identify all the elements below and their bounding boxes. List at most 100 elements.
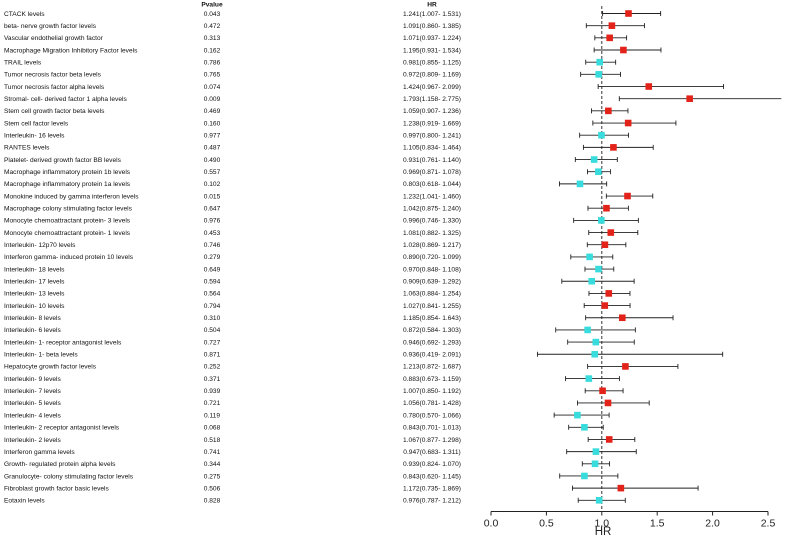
hr-point [604, 399, 612, 407]
row-label: Stromal- cell- derived factor 1 alpha le… [4, 96, 127, 103]
row-hr-ci: 0.939(0.824- 1.070) [403, 461, 461, 468]
row-label: Interleukin- 6 levels [4, 327, 62, 334]
row-label: Monocyte chemoattractant protein- 1 leve… [4, 230, 131, 237]
row-label: Fibroblast growth factor basic levels [4, 485, 110, 492]
row-label: Monokine induced by gamma interferon lev… [4, 193, 139, 200]
row-label: Interleukin- 18 levels [4, 266, 65, 273]
hr-point [576, 180, 584, 188]
row-label: Platelet- derived growth factor BB level… [4, 157, 122, 164]
row-hr-ci: 1.063(0.884- 1.254) [403, 291, 461, 298]
row-pvalue: 0.371 [204, 376, 221, 383]
row-label: Interleukin- 10 levels [4, 303, 65, 310]
hr-point [598, 217, 605, 224]
row-pvalue: 0.009 [204, 96, 221, 103]
row-pvalue: 0.074 [204, 84, 221, 91]
row-hr-ci: 1.185(0.854- 1.643) [403, 315, 461, 322]
hr-point [624, 192, 631, 200]
hr-point [598, 131, 605, 139]
row-hr-ci: 1.424(0.967- 2.099) [403, 84, 461, 91]
hr-point [624, 119, 632, 127]
row-hr-ci: 0.872(0.584- 1.303) [403, 327, 461, 334]
hr-point [610, 144, 617, 151]
row-pvalue: 0.472 [204, 23, 221, 30]
row-pvalue: 0.252 [204, 364, 221, 371]
row-label: Interleukin- 2 receptor antagonist level… [4, 425, 120, 432]
row-hr-ci: 1.071(0.937- 1.224) [403, 35, 461, 42]
row-pvalue: 0.453 [204, 230, 221, 237]
row-label: Vascular endothelial growth factor [4, 35, 104, 42]
row-hr-ci: 0.803(0.618- 1.044) [403, 181, 461, 188]
row-label: CTACK levels [4, 11, 45, 18]
x-tick-label: 2.5 [761, 518, 776, 530]
row-pvalue: 0.469 [204, 108, 221, 115]
hr-point [596, 58, 603, 66]
hr-point [586, 253, 593, 261]
row-label: Eotaxin levels [4, 498, 45, 505]
row-label: Interleukin- 1- beta levels [4, 352, 78, 359]
row-label: Tumor necrosis factor beta levels [4, 72, 102, 79]
row-pvalue: 0.068 [204, 425, 221, 432]
row-label: Interleukin- 4 levels [4, 412, 62, 419]
row-label: Tumor necrosis factor alpha levels [4, 84, 105, 91]
column-headers: Pvalue HR [201, 2, 437, 9]
row-pvalue: 0.786 [204, 59, 221, 66]
row-pvalue: 0.506 [204, 485, 221, 492]
row-label: RANTES levels [4, 145, 50, 152]
row-hr-ci: 1.213(0.872- 1.687) [403, 364, 461, 371]
row-hr-ci: 0.997(0.800- 1.241) [403, 133, 461, 140]
row-pvalue: 0.746 [204, 242, 221, 249]
x-tick-label: 1.5 [650, 518, 665, 530]
row-pvalue: 0.939 [204, 388, 221, 395]
row-hr-ci: 0.843(0.620- 1.145) [403, 473, 461, 480]
row-label: Interleukin- 17 levels [4, 279, 65, 286]
row-pvalue: 0.490 [204, 157, 221, 164]
row-hr-ci: 1.081(0.882- 1.325) [403, 230, 461, 237]
row-pvalue: 0.765 [204, 72, 221, 79]
row-label: Interferon gamma levels [4, 449, 75, 456]
row-label: Interleukin- 16 levels [4, 133, 65, 140]
hr-point [605, 436, 613, 443]
row-label: Granulocyte- colony stimulating factor l… [4, 473, 134, 480]
row-pvalue: 0.828 [204, 498, 221, 505]
row-hr-ci: 1.232(1.041- 1.460) [403, 193, 461, 200]
hr-point [617, 484, 625, 492]
hr-point [588, 277, 596, 285]
row-pvalue: 0.279 [204, 254, 221, 261]
row-pvalue: 0.015 [204, 193, 221, 200]
row-label: Interleukin- 9 levels [4, 376, 62, 383]
hr-point [595, 497, 603, 504]
row-pvalue: 0.310 [204, 315, 221, 322]
row-hr-ci: 0.843(0.701- 1.013) [403, 425, 461, 432]
row-hr-ci: 0.931(0.761- 1.140) [403, 157, 461, 164]
hr-point [595, 71, 602, 78]
row-label: Macrophage colony stimulating factor lev… [4, 206, 133, 213]
row-hr-ci: 1.793(1.158- 2.775) [403, 96, 461, 103]
row-hr-ci: 0.946(0.692- 1.293) [403, 339, 461, 346]
row-hr-ci: 0.909(0.639- 1.292) [403, 279, 461, 286]
hr-point [601, 302, 609, 309]
row-hr-ci: 1.059(0.907- 1.236) [403, 108, 461, 115]
row-label: Interleukin- 2 levels [4, 437, 62, 444]
row-label: Macrophage inflammatory protein 1b level… [4, 169, 131, 176]
hr-point [605, 290, 613, 297]
row-label: Interleukin- 8 levels [4, 315, 62, 322]
row-label: Growth- regulated protein alpha levels [4, 461, 116, 468]
table-rows: CTACK levels 0.043 1.241(1.007- 1.531) beta… [4, 11, 461, 505]
row-hr-ci: 1.241(1.007- 1.531) [403, 11, 461, 18]
hr-point [592, 338, 600, 346]
row-hr-ci: 1.042(0.875- 1.240) [403, 206, 461, 213]
row-label: Monocyte chemoattractant protein- 3 leve… [4, 218, 131, 225]
row-label: Interferon gamma- induced protein 10 lev… [4, 254, 134, 261]
hr-point [581, 423, 588, 431]
row-hr-ci: 0.970(0.848- 1.108) [403, 266, 461, 273]
row-hr-ci: 1.056(0.781- 1.428) [403, 400, 461, 407]
hr-point [606, 34, 613, 42]
pvalue-header: Pvalue [201, 2, 223, 9]
row-label: Macrophage inflammatory protein 1a level… [4, 181, 131, 188]
row-hr-ci: 0.972(0.809- 1.169) [403, 72, 461, 79]
point-estimates [574, 10, 693, 504]
row-hr-ci: 1.172(0.735- 1.869) [403, 485, 461, 492]
row-hr-ci: 0.947(0.683- 1.311) [403, 449, 460, 456]
hr-point [686, 95, 693, 102]
